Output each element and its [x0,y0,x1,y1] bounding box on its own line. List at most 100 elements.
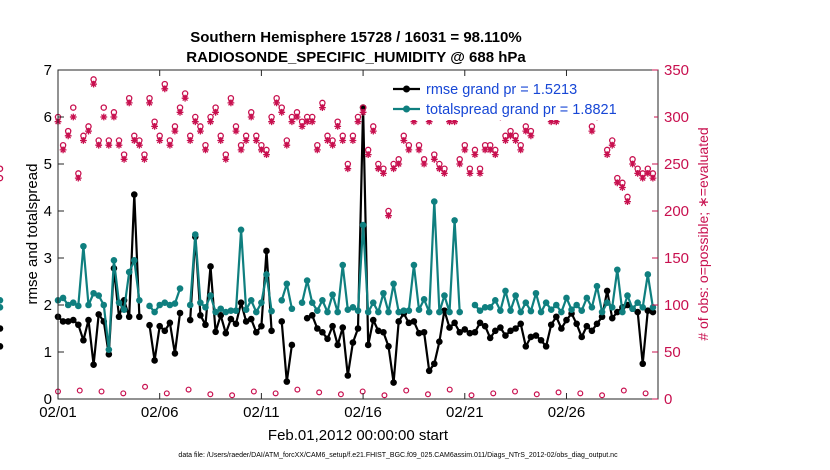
totalspread-point [59,294,67,302]
totalspread-point [339,261,347,269]
rmse-point [415,329,423,337]
rmse-point [497,324,504,331]
obs-evaluated-marker [466,170,474,177]
rmse-point [258,322,265,330]
obs-evaluated-marker [339,137,347,144]
rmse-point [217,312,225,319]
rmse-point [166,319,174,327]
totalspread-point [527,307,535,315]
obs-bottom-marker [272,390,279,397]
obs-evaluated-marker [451,118,458,126]
totalspread-point [593,282,601,290]
rmse-point [451,319,458,327]
obs-evaluated-marker [436,165,443,173]
totalspread-point [547,306,555,314]
rmse-point [242,318,250,325]
rmse-point [517,320,525,328]
obs-bottom-marker [185,386,192,393]
obs-evaluated-marker [456,160,464,168]
obs-evaluated-marker [334,123,342,130]
rmse-point [436,338,443,345]
rmse-point [583,322,591,330]
obs-evaluated-marker [156,137,164,144]
obs-evaluated-marker [242,137,250,144]
totalspread-point [324,308,331,316]
chart-title-line-2: RADIOSONDE_SPECIFIC_HUMIDITY @ 688 hPa [186,49,526,66]
totalspread-point [298,299,306,306]
rmse-point [588,327,596,335]
totalspread-point [95,292,102,299]
obs-evaluated-marker [603,151,611,158]
totalspread-point [568,306,575,314]
totalspread-point [619,308,626,316]
obs-evaluated-marker [161,85,169,93]
totalspread-point [507,307,514,314]
totalspread-point [85,301,92,309]
totalspread-point [415,306,423,314]
totalspread-point [624,292,631,299]
totalspread-point [441,292,448,299]
y2-tick-label: 150 [664,250,689,267]
totalspread-point [329,291,336,298]
obs-evaluated-marker [319,104,326,111]
obs-evaluated-marker [303,118,311,126]
x-tick-label: 02/06 [141,404,179,421]
rmse-point [456,328,463,336]
rmse-point [385,343,392,350]
totalspread-point [634,299,641,306]
totalspread-point [375,308,382,316]
rmse-point [563,316,570,324]
rmse-point [553,313,560,321]
totalspread-point [558,308,565,316]
obs-evaluated-marker [430,155,438,163]
totalspread-point [334,308,341,316]
y2-tick-label: 0 [664,391,672,408]
totalspread-point [410,261,418,269]
totalspread-point [64,301,72,309]
legend-box [388,76,654,120]
totalspread-point [80,242,87,250]
obs-evaluated-marker [374,165,382,173]
rmse-point [395,318,402,325]
totalspread-point [563,294,570,302]
obs-evaluated-marker [471,151,479,158]
obs-evaluated-marker [502,137,509,144]
obs-possible-marker [70,104,77,111]
totalspread-line [301,200,461,314]
obs-evaluated-marker [90,80,97,88]
rmse-point [319,328,326,336]
rmse-point [390,379,397,386]
obs-evaluated-marker [420,160,428,168]
totalspread-point [156,301,163,309]
obs-evaluated-marker [476,170,484,177]
totalspread-point [247,297,255,304]
rmse-point [598,313,606,321]
rmse-point [232,320,240,328]
totalspread-point [532,289,540,297]
totalspread-point [639,304,647,311]
x-tick-label: 02/01 [39,404,77,421]
totalspread-point [314,307,321,314]
rmse-point [156,322,163,330]
totalspread-point [522,299,530,306]
totalspread-point [253,308,260,316]
rmse-point [476,319,484,327]
obs-evaluated-marker [105,141,113,149]
totalspread-point [258,299,265,306]
x-tick-label: 02/21 [446,404,484,421]
totalspread-point [242,306,250,314]
totalspread-point [110,257,118,264]
obs-evaluated-marker [507,132,514,140]
rmse-point [573,320,580,328]
totalspread-point [390,280,397,288]
totalspread-point [100,301,108,309]
obs-bottom-marker [512,388,519,395]
obs-evaluated-marker [115,141,123,149]
rmse-point [644,307,652,314]
rmse-point [314,325,321,332]
obs-evaluated-marker [222,155,230,163]
rmse-point [202,321,209,329]
rmse-point [405,319,413,327]
rmse-point [339,324,347,331]
obs-evaluated-marker [639,174,647,182]
